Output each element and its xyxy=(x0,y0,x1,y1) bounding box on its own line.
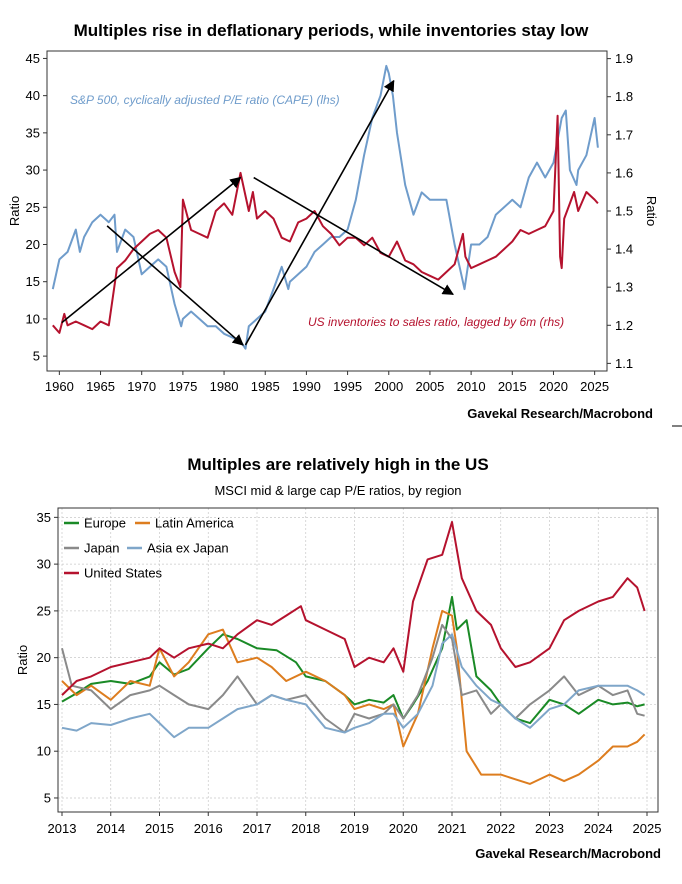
chart1-xtick-label: 2010 xyxy=(457,379,486,394)
chart2-xtick-label: 2017 xyxy=(243,821,272,836)
chart1-xtick-label: 2020 xyxy=(539,379,568,394)
chart1-xtick-label: 2015 xyxy=(498,379,527,394)
chart2-ytick-label: 25 xyxy=(37,603,51,618)
chart1-ytick-left-label: 40 xyxy=(26,88,40,103)
inventories-series-line xyxy=(52,114,599,334)
chart1-xtick-label: 1995 xyxy=(333,379,362,394)
chart1-ytick-left-label: 15 xyxy=(26,274,40,289)
chart1-ylabel-right: Ratio xyxy=(644,196,659,226)
chart2-title: Multiples are relatively high in the US xyxy=(187,455,488,474)
chart2-xtick-label: 2020 xyxy=(389,821,418,836)
chart2-xtick-label: 2015 xyxy=(145,821,174,836)
chart2-ytick-label: 30 xyxy=(37,557,51,572)
trend-arrow-2 xyxy=(106,225,244,346)
chart1-ytick-right-label: 1.6 xyxy=(615,165,633,180)
chart1-series-group xyxy=(51,64,599,350)
chart2-xtick-label: 2018 xyxy=(291,821,320,836)
chart1-ytick-right-label: 1.7 xyxy=(615,127,633,142)
chart1-xtick-label: 1990 xyxy=(292,379,321,394)
chart1-title: Multiples rise in deflationary periods, … xyxy=(74,21,590,40)
chart1-xtick-label: 1985 xyxy=(251,379,280,394)
chart2-gridlines xyxy=(58,508,658,812)
chart1-y-ticks-right: 1.1 1.2 1.3 1.4 1.5 1.6 1.7 1.8 1.9 xyxy=(607,51,633,371)
series-line-asia-ex-japan xyxy=(61,633,646,739)
chart1-xtick-label: 1965 xyxy=(86,379,115,394)
cape-series-line xyxy=(51,64,599,350)
chart1-ytick-right-label: 1.5 xyxy=(615,204,633,219)
chart2-xtick-label: 2021 xyxy=(438,821,467,836)
chart2-subtitle: MSCI mid & large cap P/E ratios, by regi… xyxy=(214,483,461,498)
chart1-xtick-label: 1975 xyxy=(168,379,197,394)
legend-label: Europe xyxy=(84,516,126,531)
chart1-ylabel-left: Ratio xyxy=(7,196,22,226)
trend-arrow-3 xyxy=(244,79,395,346)
chart1-ytick-left-label: 25 xyxy=(26,200,40,215)
chart1-xtick-label: 1970 xyxy=(127,379,156,394)
chart2-plot-frame xyxy=(57,507,659,813)
chart2-ytick-label: 5 xyxy=(44,790,51,805)
chart1-x-ticks: 1960 1965 1970 1975 1980 1985 1990 1995 2000 2005… xyxy=(45,371,609,394)
chart1-ytick-left-label: 20 xyxy=(26,237,40,252)
chart1-ytick-right-label: 1.9 xyxy=(615,51,633,66)
chart2-series-group xyxy=(61,521,646,785)
legend-label: United States xyxy=(84,566,163,581)
chart1-xtick-label: 2005 xyxy=(415,379,444,394)
chart1-y-ticks-left: 5 10 15 20 25 30 35 40 45 xyxy=(26,51,47,364)
chart2-xtick-label: 2024 xyxy=(584,821,613,836)
series-line-latin-america xyxy=(61,609,646,785)
chart1-xtick-label: 1960 xyxy=(45,379,74,394)
trend-arrow-4 xyxy=(253,176,454,296)
chart1-ytick-left-label: 10 xyxy=(26,311,40,326)
chart1-ytick-left-label: 5 xyxy=(33,349,40,364)
chart2-ytick-label: 15 xyxy=(37,697,51,712)
chart1-ytick-left-label: 45 xyxy=(26,51,40,66)
chart2-xtick-label: 2016 xyxy=(194,821,223,836)
legend-label: Latin America xyxy=(155,516,235,531)
chart1-ytick-left-label: 30 xyxy=(26,163,40,178)
chart2-legend: Europe Latin America Japan Asia ex Japan Uni… xyxy=(64,516,235,581)
chart1-arrows-group xyxy=(61,79,454,346)
series-line-europe xyxy=(61,595,645,725)
chart1-annotation-inventories: US inventories to sales ratio, lagged by… xyxy=(308,315,564,329)
chart2-xtick-label: 2014 xyxy=(96,821,125,836)
chart2-xtick-label: 2023 xyxy=(535,821,564,836)
chart1-ytick-left-label: 35 xyxy=(26,125,40,140)
legend-label: Japan xyxy=(84,541,119,556)
chart2-xtick-label: 2019 xyxy=(340,821,369,836)
chart2-xtick-label: 2025 xyxy=(633,821,662,836)
chart1-ytick-right-label: 1.3 xyxy=(615,280,633,295)
chart2-ylabel: Ratio xyxy=(15,645,30,675)
chart1-xtick-label: 2000 xyxy=(374,379,403,394)
chart2-x-ticks: 2013 2014 2015 2016 2017 2018 2019 2020 2021 2022… xyxy=(48,812,662,836)
chart1-xtick-label: 2025 xyxy=(580,379,609,394)
chart1-xtick-label: 1980 xyxy=(210,379,239,394)
chart2-ytick-label: 20 xyxy=(37,650,51,665)
chart1-source: Gavekal Research/Macrobond xyxy=(467,406,653,421)
chart1-annotation-cape: S&P 500, cyclically adjusted P/E ratio (… xyxy=(70,93,340,107)
legend-label: Asia ex Japan xyxy=(147,541,229,556)
chart2-source: Gavekal Research/Macrobond xyxy=(475,846,661,861)
chart1-ytick-right-label: 1.1 xyxy=(615,356,633,371)
chart2-xtick-label: 2013 xyxy=(48,821,77,836)
series-line-united-states xyxy=(61,521,646,696)
chart1-ytick-right-label: 1.8 xyxy=(615,89,633,104)
chart2-xtick-label: 2022 xyxy=(486,821,515,836)
trend-arrow-1 xyxy=(61,176,242,324)
chart1-ytick-right-label: 1.4 xyxy=(615,242,633,257)
chart2-y-ticks: 5 10 15 20 25 30 35 xyxy=(37,510,58,805)
chart2-ytick-label: 35 xyxy=(37,510,51,525)
series-line-japan xyxy=(61,623,645,734)
chart1-ytick-right-label: 1.2 xyxy=(615,318,633,333)
chart2-ytick-label: 10 xyxy=(37,744,51,759)
